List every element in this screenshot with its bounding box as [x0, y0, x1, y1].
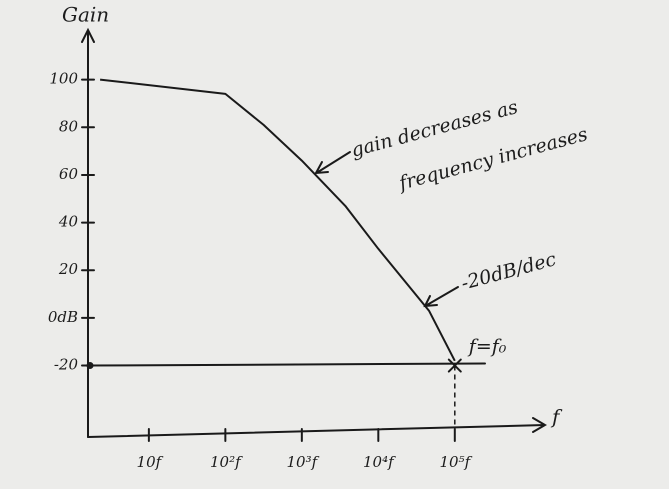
- chart: Gain f gain decreases as frequency incre…: [0, 0, 669, 489]
- x-tick-label: 10⁵f: [439, 453, 472, 471]
- y-tick-label: 0dB: [48, 308, 78, 326]
- reference-dot: [87, 362, 94, 369]
- paper-texture: [0, 0, 669, 489]
- y-axis-label: Gain: [62, 3, 109, 27]
- y-tick-label: 100: [49, 70, 78, 88]
- y-tick-label: 20: [58, 260, 79, 278]
- x-tick-label: 10²f: [210, 453, 243, 471]
- y-tick-label: 80: [59, 117, 79, 135]
- marker-label: f=f₀: [467, 336, 507, 358]
- x-tick-label: 10f: [137, 453, 164, 471]
- page: {"chart_data": {"type": "line", "y_label…: [0, 0, 669, 489]
- x-tick-label: 10³f: [287, 453, 320, 471]
- x-tick-label: 10⁴f: [363, 453, 396, 471]
- y-tick-label: 40: [58, 213, 79, 231]
- y-tick-label: -20: [54, 356, 79, 374]
- y-tick-label: 60: [59, 165, 79, 183]
